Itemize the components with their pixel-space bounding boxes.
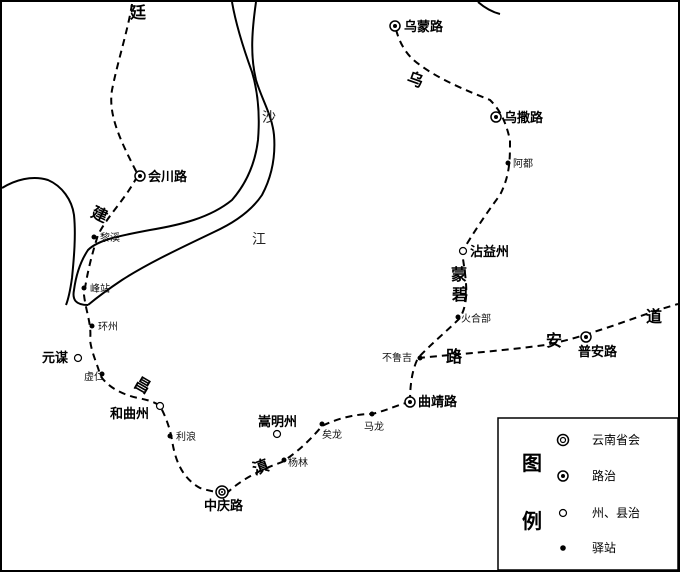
river-label-jiang: 江 [252, 232, 266, 248]
legend: 图 例 云南省会 路治 州、县治 驿站 [497, 417, 679, 571]
river-bank-east [87, 1, 276, 306]
lu-seat-marker-puan [580, 331, 592, 343]
lu-seat-marker-wusa [490, 111, 502, 123]
legend-zhou-symbol [558, 508, 568, 518]
legend-title-1: 图 [522, 451, 542, 475]
river-label-sha: 沙 [262, 110, 276, 126]
legend-label-zhou: 州、县治 [592, 506, 640, 520]
label-songming: 嵩明州 [258, 414, 297, 430]
route-char-dao: 道 [646, 307, 662, 326]
route-char-meng: 蒙 [451, 265, 467, 284]
label-yanglang: 利浪 [176, 430, 196, 443]
legend-label-station: 驿站 [592, 541, 616, 555]
label-yuanmou: 元谋 [42, 350, 69, 366]
station-marker-abu [505, 160, 511, 166]
station-marker-zuren [99, 371, 105, 377]
legend-label-capital: 云南省会 [592, 432, 640, 447]
station-marker-yanglang [167, 433, 173, 439]
station-marker-buluji [417, 355, 423, 361]
road-west [82, 3, 227, 495]
label-malong: 马龙 [364, 420, 384, 433]
road-south [225, 401, 411, 495]
label-zhongqing: 中庆路 [204, 498, 244, 514]
label-wusa: 乌撒路 [504, 110, 544, 126]
label-wumeng: 乌蒙路 [404, 19, 444, 35]
zhou-marker-heqiu [155, 401, 165, 411]
route-char-north: 廷 [129, 3, 147, 22]
legend-capital-symbol [556, 433, 570, 447]
lu-seat-marker-huichuan [134, 170, 146, 182]
route-char-bi: 碧 [451, 285, 468, 304]
station-marker-huozhou [89, 323, 95, 329]
label-buluji: 不鲁吉 [382, 351, 412, 364]
label-qujing: 曲靖路 [418, 394, 458, 410]
station-marker-huohe [455, 314, 461, 320]
label-heqiu: 和曲州 [110, 406, 149, 422]
label-xuzhan: 峰站 [90, 282, 110, 295]
label-zhanyi: 沾益州 [470, 244, 509, 260]
label-zuren: 虚仁 [84, 371, 104, 383]
zhou-marker-yuanmou [73, 353, 83, 363]
label-abu: 阿都 [513, 158, 533, 170]
river-topright [477, 1, 501, 15]
station-marker-malong [369, 411, 375, 417]
capital-marker [215, 485, 229, 499]
legend-lu-symbol [557, 470, 569, 482]
markers [73, 20, 592, 499]
label-huozhou: 环州 [98, 321, 118, 333]
route-char-jian: 建 [88, 202, 111, 226]
route-char-dian: 滇 [250, 455, 272, 478]
legend-station-symbol [560, 545, 566, 551]
route-char-wu: 乌 [405, 68, 427, 91]
zhou-marker-songming [272, 429, 282, 439]
place-labels: 乌蒙路 乌撒路 会川路 阿都 沾益州 黎溪 峰站 环州 元谋 火合部 不鲁吉 普… [42, 19, 618, 514]
legend-title-2: 例 [522, 509, 542, 533]
lu-seat-marker-qujing [404, 396, 416, 408]
station-marker-yanglin [281, 457, 287, 463]
route-labels: 廷 乌 蒙 建 昌 滇 路 安 碧 道 [88, 3, 662, 479]
lu-seat-marker-wumeng [389, 20, 401, 32]
station-marker-lixi [91, 234, 97, 240]
station-marker-yilong [319, 421, 325, 427]
zhou-marker-zhanyi [458, 246, 468, 256]
river-bank-west-lower [1, 177, 76, 306]
label-puan: 普安路 [578, 344, 618, 360]
label-huohe: 火合部 [461, 312, 491, 325]
legend-label-lu: 路治 [592, 468, 616, 483]
label-huichuan: 会川路 [148, 169, 188, 185]
post-road-lines [82, 3, 679, 495]
river-bank-west [72, 1, 260, 306]
label-lixi: 黎溪 [100, 231, 120, 244]
road-east-north [394, 24, 512, 403]
route-char-lu: 路 [446, 347, 463, 366]
label-yanglin: 杨林 [288, 456, 308, 469]
label-yilong: 矣龙 [322, 428, 342, 441]
route-char-an: 安 [546, 331, 562, 350]
station-marker-xuzhan [81, 285, 87, 291]
legend-box [497, 417, 679, 571]
